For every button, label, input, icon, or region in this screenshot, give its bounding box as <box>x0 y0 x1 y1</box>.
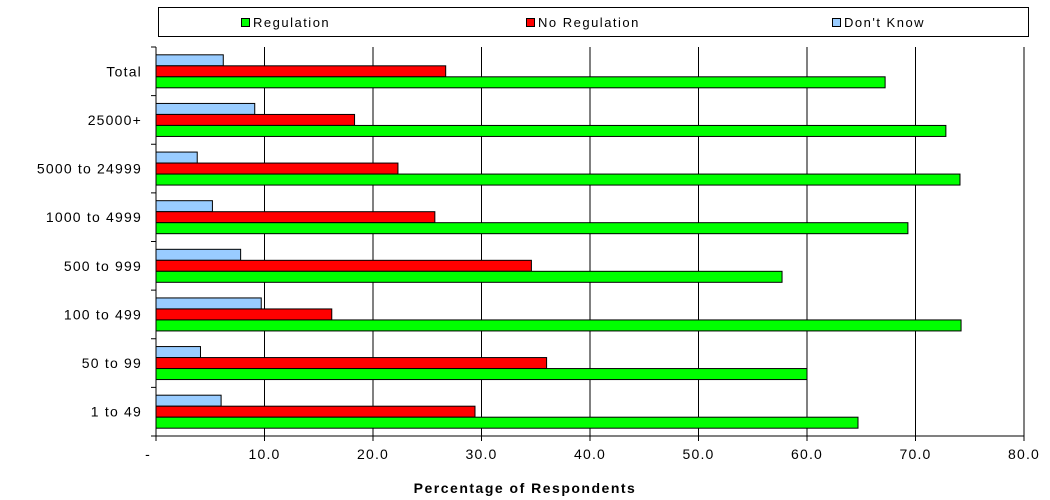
bar-don-t-know <box>155 394 222 407</box>
legend-label-regulation: Regulation <box>253 15 331 30</box>
x-axis-title: Percentage of Respondents <box>413 480 637 496</box>
y-tick-label: 500 to 999 <box>64 258 142 274</box>
y-tick-label: 1 to 49 <box>91 404 142 420</box>
legend-swatch-no-regulation <box>526 18 535 27</box>
bar-no-regulation <box>155 357 548 370</box>
bar-no-regulation <box>155 259 532 272</box>
bar-don-t-know <box>155 346 201 359</box>
bar-no-regulation <box>155 405 476 418</box>
bar-regulation <box>155 222 909 235</box>
bar-regulation <box>155 319 962 332</box>
x-tick-label: - <box>145 446 151 462</box>
bar-no-regulation <box>155 211 436 224</box>
y-tick-label: 50 to 99 <box>82 355 142 371</box>
bar-regulation <box>155 124 947 137</box>
bar-no-regulation <box>155 308 333 321</box>
bar-no-regulation <box>155 113 356 126</box>
bar-don-t-know <box>155 200 213 213</box>
bar-regulation <box>155 368 808 381</box>
y-tick-label: Total <box>106 63 142 79</box>
x-tick-label: 60.0 <box>791 446 823 462</box>
x-tick-label: 10.0 <box>248 446 280 462</box>
bar-no-regulation <box>155 65 447 78</box>
y-tick-label: 25000+ <box>88 112 142 128</box>
x-tick-label: 30.0 <box>465 446 497 462</box>
legend-item-dont-know: Don't Know <box>832 15 925 30</box>
x-tick-label: 80.0 <box>1008 446 1040 462</box>
legend-item-no-regulation: No Regulation <box>526 15 640 30</box>
x-tick-label: 20.0 <box>357 446 389 462</box>
bar-don-t-know <box>155 151 198 164</box>
x-tick-label: 40.0 <box>574 446 606 462</box>
y-tick-label: 5000 to 24999 <box>37 161 142 177</box>
y-tick-label: 100 to 499 <box>64 306 142 322</box>
legend-label-no-regulation: No Regulation <box>538 15 640 30</box>
x-tick-label: 50.0 <box>682 446 714 462</box>
legend-item-regulation: Regulation <box>241 15 330 30</box>
y-tick-label: 1000 to 4999 <box>46 209 142 225</box>
bar-no-regulation <box>155 162 399 175</box>
bar-regulation <box>155 76 886 89</box>
bar-don-t-know <box>155 54 224 67</box>
bar-regulation <box>155 270 783 283</box>
bar-don-t-know <box>155 248 242 261</box>
bar-regulation <box>155 416 859 429</box>
legend-swatch-regulation <box>241 18 250 27</box>
bar-don-t-know <box>155 102 256 115</box>
bar-regulation <box>155 173 961 186</box>
legend-label-dont-know: Don't Know <box>844 15 926 30</box>
chart-legend: Regulation No Regulation Don't Know <box>158 7 1029 37</box>
legend-swatch-dont-know <box>832 18 841 27</box>
bar-don-t-know <box>155 297 262 310</box>
x-tick-label: 70.0 <box>899 446 931 462</box>
